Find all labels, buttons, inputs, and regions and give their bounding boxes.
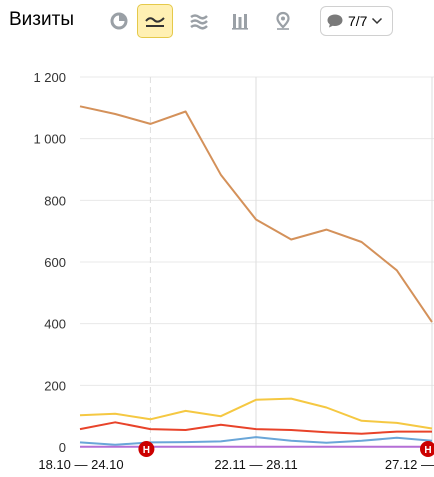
- holiday-marker-dot: [420, 441, 434, 457]
- x-axis-ticks: 18.10 — 24.10 22.11 — 28.11 27.12 —: [38, 457, 434, 472]
- pie-chart-button[interactable]: [101, 4, 137, 38]
- line-chart-button[interactable]: [137, 4, 173, 38]
- area-chart-button[interactable]: [181, 4, 217, 38]
- report-header: Визиты: [0, 0, 434, 42]
- series-line-3: [79, 421, 432, 435]
- y-axis-ticks: 0 200 400 600 800 1 000 1 200: [33, 70, 66, 455]
- bar-chart-button[interactable]: [222, 4, 258, 38]
- holiday-marker-label: Н: [424, 445, 431, 456]
- chevron-down-icon: [372, 17, 383, 25]
- y-tick-label: 0: [59, 440, 66, 455]
- y-tick-label: 600: [44, 255, 66, 270]
- y-tick-label: 1 200: [33, 70, 66, 85]
- area-chart-icon: [190, 14, 208, 30]
- map-pin-icon: [276, 11, 290, 30]
- y-tick-label: 800: [44, 193, 66, 208]
- x-tick-label: 18.10 — 24.10: [38, 457, 123, 472]
- holiday-marker-label: Н: [143, 445, 150, 456]
- grid: [80, 76, 434, 448]
- map-button[interactable]: [265, 4, 301, 38]
- y-tick-label: 200: [44, 378, 66, 393]
- holiday-marker-dot: [138, 441, 155, 457]
- series-line-4: [79, 436, 433, 446]
- comment-icon: [327, 14, 343, 28]
- x-tick-label: 22.11 — 28.11: [214, 457, 297, 472]
- series-line-1: [79, 105, 433, 323]
- series-lines: [79, 105, 433, 448]
- pie-chart-icon: [110, 12, 128, 30]
- y-tick-label: 1 000: [33, 132, 66, 147]
- vertical-guides: [149, 77, 433, 447]
- holiday-marker: Н: [420, 441, 434, 457]
- line-chart-icon: [145, 17, 165, 27]
- series-select-dropdown[interactable]: 7/7: [320, 6, 393, 36]
- chart-title: Визиты: [9, 9, 74, 30]
- series-line-2: [79, 397, 433, 430]
- holiday-marker: Н: [138, 441, 155, 457]
- series-count: 7/7: [348, 13, 368, 29]
- x-tick-label: 27.12 —: [385, 457, 434, 472]
- y-tick-label: 400: [44, 317, 66, 332]
- bar-chart-icon: [232, 14, 248, 30]
